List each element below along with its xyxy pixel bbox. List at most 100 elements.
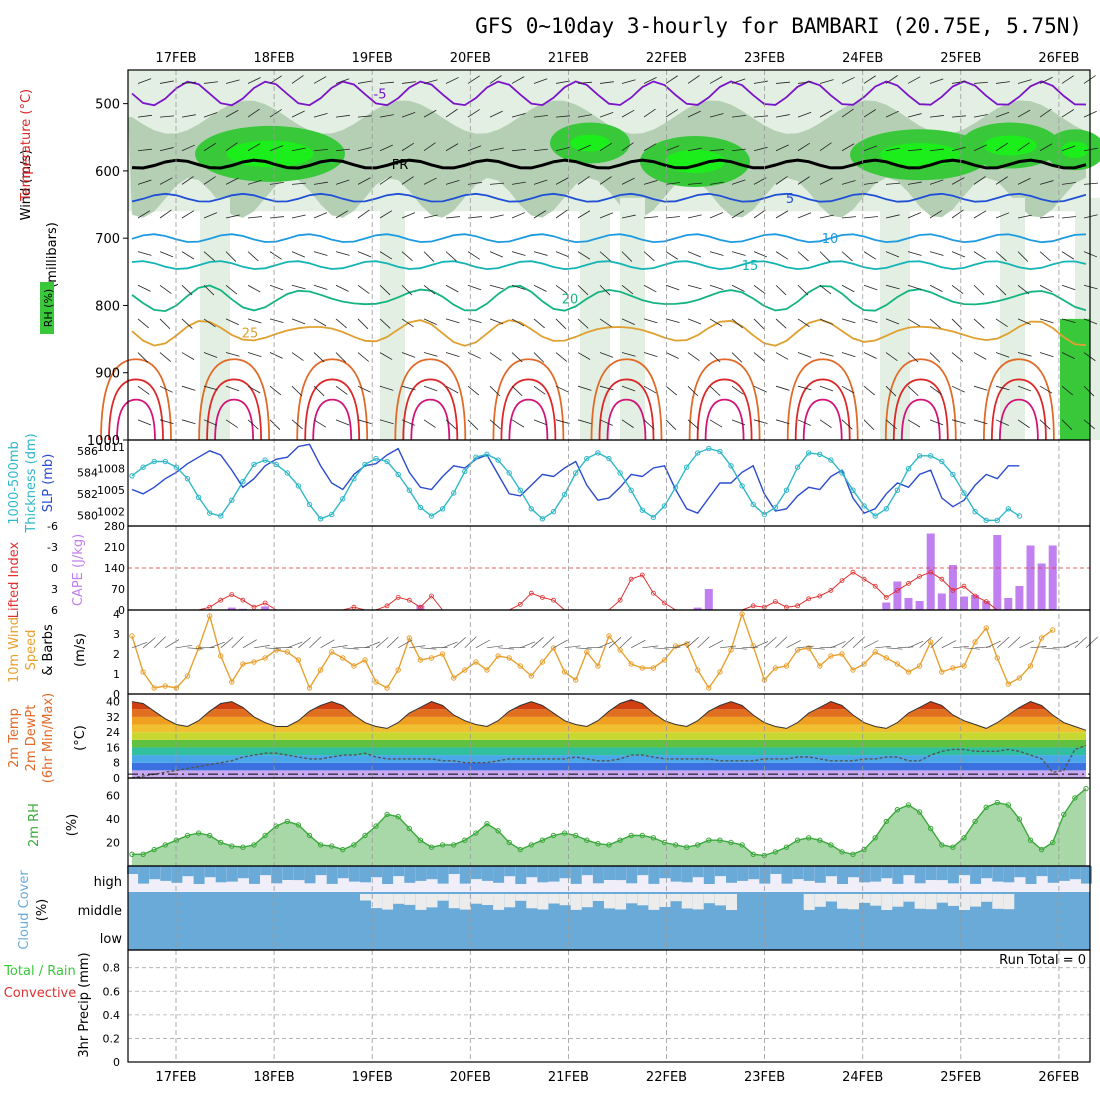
wind-barb [533,210,547,219]
cloud-high-bar [559,866,571,879]
slp-line-point [240,478,246,485]
rh2m-line-point [972,818,978,825]
rh2m-line-point [684,844,690,850]
slp-line-point [806,450,812,456]
wind-barb [225,251,237,262]
lifted-tick: -3 [47,541,58,554]
wind10-barb [498,647,515,650]
cape-tick: 210 [104,541,125,554]
wind-barb [423,109,437,118]
wind-barb [951,251,966,258]
cloud-middle-gap [992,894,1004,909]
wind-barb [423,214,438,219]
wind-barb [533,352,545,363]
cloud-high-bar [615,866,627,881]
cloud-middle-gap [393,894,405,904]
wind-barb [137,284,151,292]
wind10-line-point [162,683,169,689]
wind-barb [929,419,944,426]
wind-barb [907,113,922,118]
warm-contour [704,398,745,441]
wind-barb [907,251,922,256]
rh-bright-blob [983,135,1037,156]
thickness-tick: 584 [77,466,98,479]
cloud-high-bar [127,866,138,874]
cloud-high-bar [936,866,948,881]
precip-tick: 0 [113,1056,120,1069]
wind10-barb [342,647,359,650]
wind-barb [511,318,525,327]
wind10-barb [886,647,903,650]
wind-barb [1083,284,1098,290]
rh2m-line-point [240,844,246,850]
cloud-high-bar [870,866,882,882]
wind-barb [357,146,372,152]
lifted-index-point [429,593,434,599]
cloud-high-bar [437,866,449,884]
wind-barb [467,419,479,430]
date-label-top: 17FEB [155,51,196,66]
temp-band [132,747,1086,756]
wind10-barb [797,645,814,649]
temperature-contour [131,80,1087,107]
lifted-index-point [828,588,834,593]
wind-barb [159,318,171,330]
slp-line-point [384,458,390,465]
wind-barb [225,109,239,118]
rh2m-line-point [306,832,313,839]
temp-band [132,701,1086,710]
temp-band [132,755,1086,763]
date-label-bottom: 26FEB [1038,1070,1079,1085]
warm-contour [304,378,361,441]
cloud-middle-gap [459,894,471,910]
lifted-index-point [883,595,889,600]
cloud-high-bar [814,866,826,883]
wind-barb [423,177,437,185]
cape-bar [1015,586,1024,610]
wind10-line-point [661,657,668,663]
wind-barb [269,352,283,359]
wind-barb [709,251,724,256]
lifted-index-point [928,569,934,575]
rh2m-line-point [617,837,623,843]
temp-band [132,762,1086,771]
lifted-index-point [639,572,645,578]
slp-line-point [739,483,745,489]
wind10-barb [520,641,536,649]
wind-barb [291,147,306,152]
wind-barb [731,251,746,256]
wind10-line-point [828,653,834,659]
wind-barb [907,318,921,327]
lifted-tick: 0 [51,562,58,575]
date-label-top: 21FEB [548,51,589,66]
wind-barb [533,284,547,292]
wind-barb [533,251,548,256]
cloud-middle-gap [814,894,826,907]
rh2m-line-point [584,837,590,843]
date-label-bottom: 21FEB [548,1070,589,1085]
cloud-tick: high [94,875,122,890]
rh2m-line-point [728,839,734,846]
wind-barb [379,385,394,391]
cloud-high-bar [260,866,272,876]
wind-barb [951,419,966,424]
cloud-high-bar [504,866,516,877]
wind10-barb [819,646,836,649]
wind-barb [775,144,789,152]
wind10-tick: 1 [113,668,120,681]
wind-barb [951,146,966,152]
rh2m-line-point [329,843,335,849]
wind-barb [313,251,328,256]
temp-band [132,699,1086,702]
wind-barb [687,75,700,84]
wind10-line-point [451,675,457,681]
wind-barb [599,284,611,296]
rh2m-line-point [495,828,501,834]
rh2m-line-point [473,830,479,836]
slp-line-point [262,457,268,463]
cloud-middle-gap [714,894,726,906]
wind-barb [599,212,614,219]
wind-barb [467,109,480,118]
wind-barb [335,78,350,84]
wind10-line-point [772,665,779,671]
